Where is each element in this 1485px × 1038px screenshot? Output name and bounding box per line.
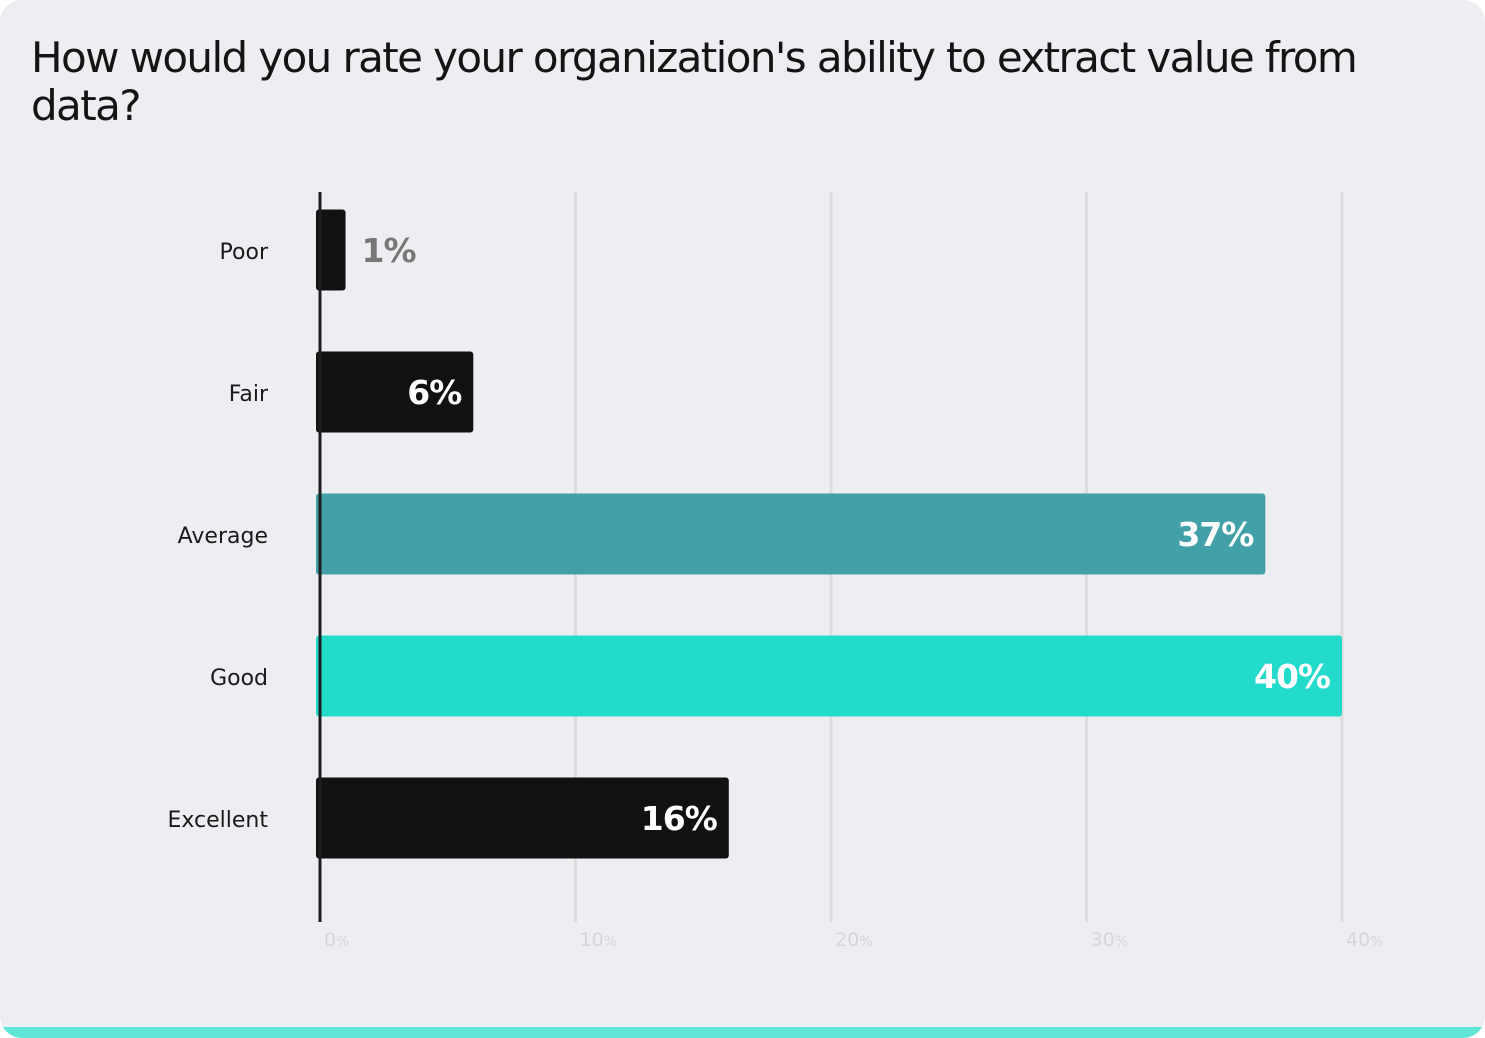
bar <box>316 209 346 291</box>
x-tick-unit: % <box>604 934 617 950</box>
value-label: 16% <box>641 799 718 838</box>
value-label: 40% <box>1254 657 1331 696</box>
bar <box>316 777 729 859</box>
category-label: Average <box>178 524 268 549</box>
category-label: Fair <box>229 382 269 407</box>
value-label: 6% <box>407 373 462 412</box>
x-tick-unit: % <box>336 934 349 950</box>
x-tick-label: 10% <box>580 929 618 951</box>
x-tick-number: 40 <box>1346 929 1370 951</box>
category-label: Poor <box>220 240 269 265</box>
bar <box>316 635 1342 717</box>
category-label: Excellent <box>168 808 269 833</box>
x-tick-number: 0 <box>324 929 336 951</box>
x-tick-label: 20% <box>835 929 873 951</box>
bar <box>316 351 474 433</box>
category-label: Good <box>210 666 268 691</box>
x-tick-label: 0% <box>324 929 349 951</box>
x-tick-unit: % <box>1115 934 1128 950</box>
x-tick-number: 20 <box>835 929 859 951</box>
x-tick-label: 40% <box>1346 929 1384 951</box>
accent-strip <box>0 1027 1485 1038</box>
x-tick-unit: % <box>859 934 872 950</box>
bar <box>316 493 1266 575</box>
x-tick-number: 10 <box>580 929 604 951</box>
x-tick-unit: % <box>1370 934 1383 950</box>
chart-title: How would you rate your organization's a… <box>31 33 1358 130</box>
value-label: 1% <box>362 231 417 270</box>
value-label: 37% <box>1177 515 1254 554</box>
x-tick-label: 30% <box>1091 929 1129 951</box>
x-tick-number: 30 <box>1091 929 1115 951</box>
